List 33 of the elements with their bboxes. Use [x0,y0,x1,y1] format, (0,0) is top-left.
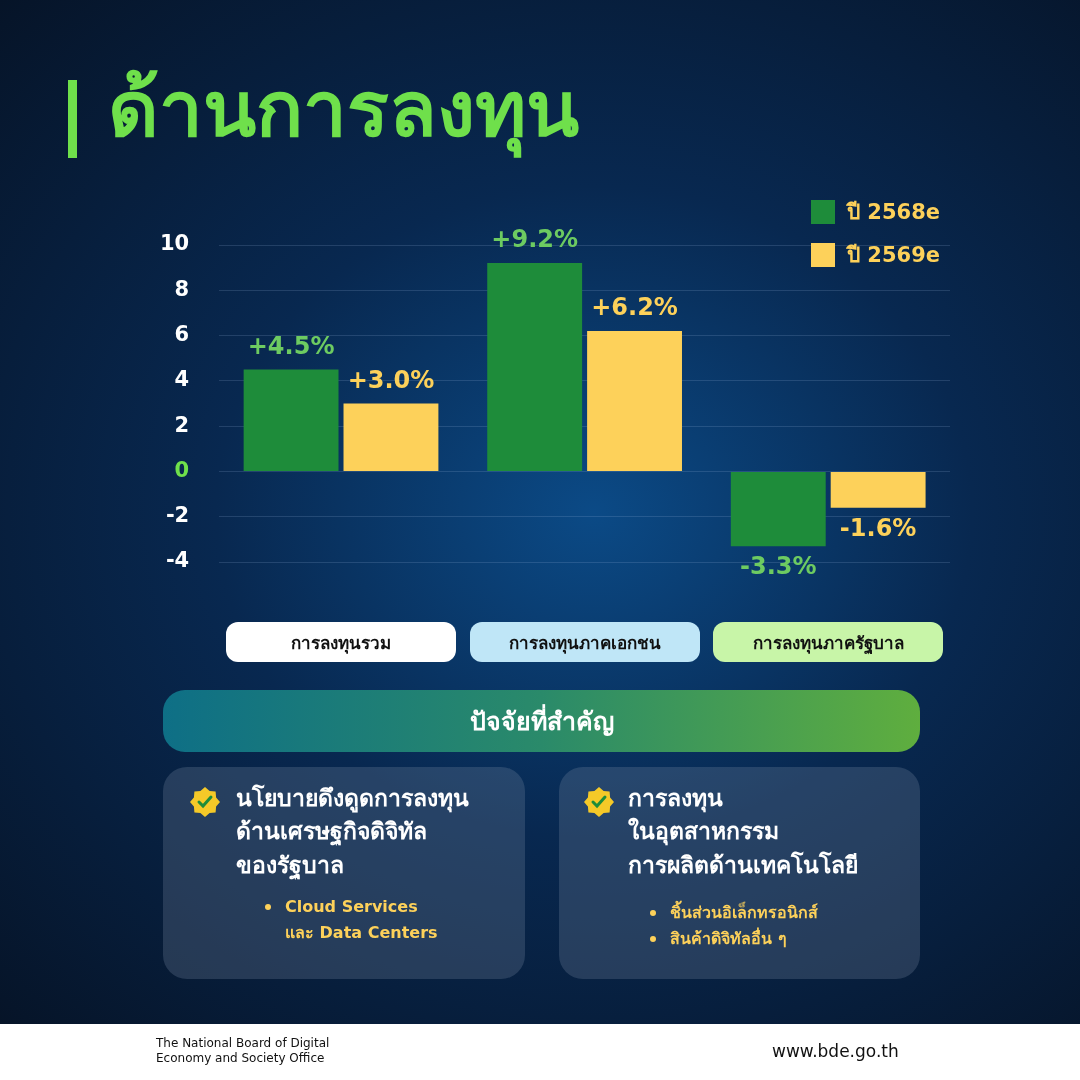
y-tick-label: 8 [174,276,190,301]
y-tick-label: 4 [174,367,190,392]
text: นโยบายดึงดูดการลงทุน ด้านเศรษฐกิจดิจิทัล ของรัฐบาล [236,783,469,882]
text: The National Board of Digital Economy and Society Office [156,1036,330,1066]
bar [730,471,826,547]
y-tick-label: 0 [174,457,190,482]
legend-label: ปี 2568e [846,199,940,226]
data-label: +9.2% [491,225,579,254]
y-tick-label: 2 [174,412,190,437]
bar [343,403,439,471]
text: Cloud Services และ Data Centers [284,896,438,944]
x-tick-label: การลงทุนภาครัฐบาล [713,622,944,662]
text: สินค้าดิจิทัลอื่น ๆ [669,926,787,950]
text: ชิ้นส่วนอิเล็กทรอนิกส์ [669,900,818,924]
text: www.bde.go.th [772,1041,899,1061]
text: การลงทุน ในอุตสาหกรรม การผลิตด้านเทคโนโลยี [628,784,858,880]
bar [487,263,583,471]
data-label: -1.6% [839,513,917,542]
legend-label: ปี 2569e [846,242,940,269]
x-tick-label: การลงทุนรวม [226,622,457,662]
data-label: +3.0% [347,365,435,394]
bar [587,331,682,471]
x-tick-label: การลงทุนภาคเอกชน [469,622,700,662]
data-label: +4.5% [247,331,335,360]
data-label: +6.2% [591,293,678,322]
bar [830,471,926,508]
y-tick-label: 6 [174,322,190,347]
y-tick-label: -2 [165,503,190,528]
data-label: -3.3% [740,552,817,581]
text: ปัจจัยที่สำคัญ [163,690,920,752]
bar [243,369,339,471]
y-tick-label: -4 [165,548,190,573]
y-tick-label: 10 [159,231,190,256]
